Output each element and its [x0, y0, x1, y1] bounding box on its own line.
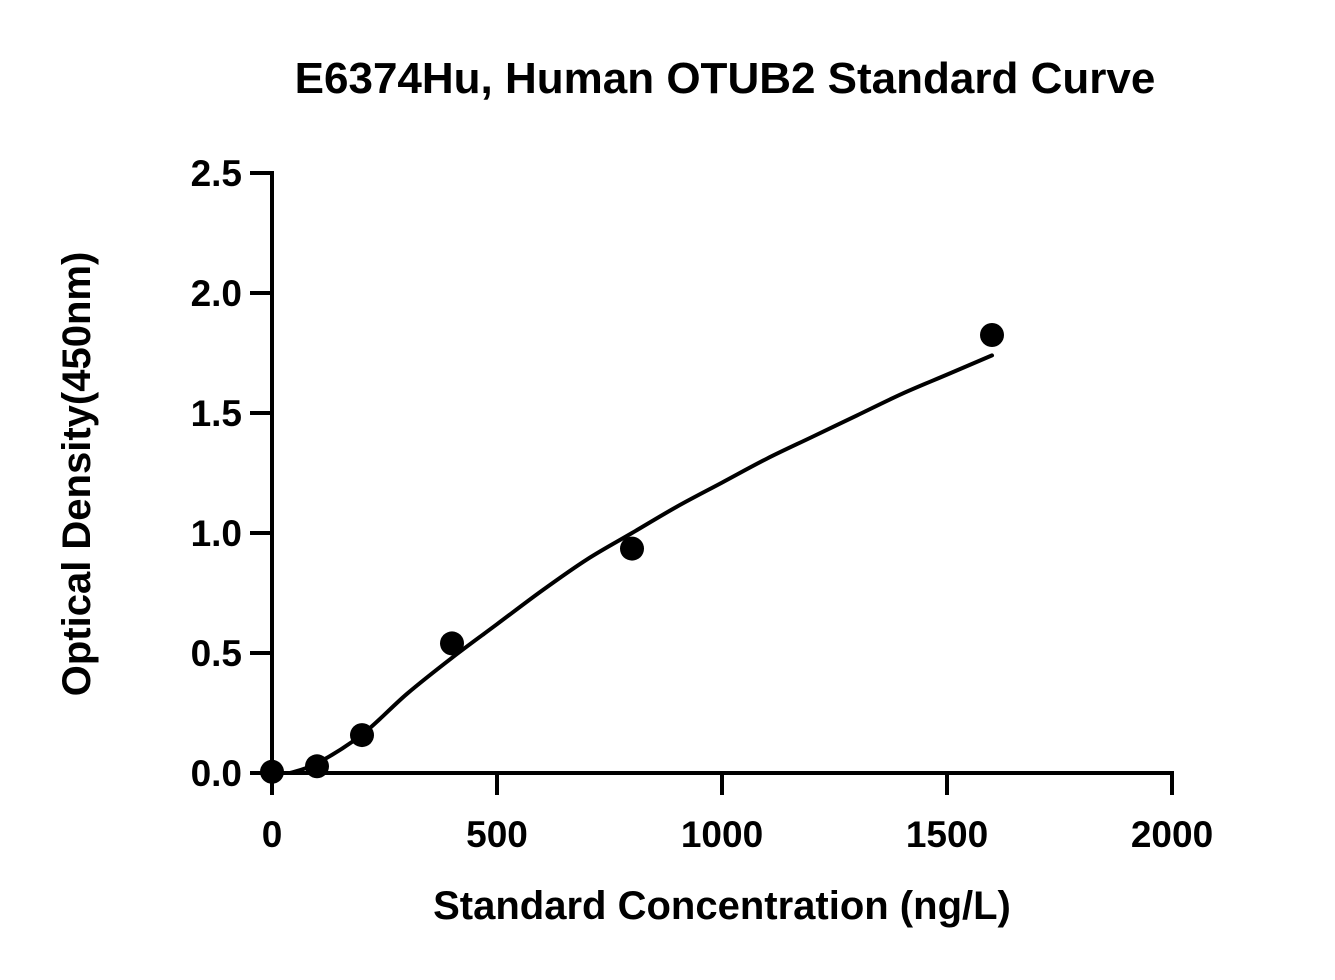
chart-title: E6374Hu, Human OTUB2 Standard Curve — [295, 54, 1156, 103]
data-point — [260, 759, 284, 784]
y-tick-label: 1.0 — [191, 513, 242, 554]
y-tick-label: 0.5 — [191, 633, 242, 674]
data-point — [350, 723, 374, 748]
y-axis-label: Optical Density(450nm) — [55, 252, 99, 697]
fit-curve-line — [288, 353, 994, 775]
data-point — [980, 323, 1004, 347]
fit-curve-group — [288, 353, 994, 775]
y-tick-label: 0.0 — [191, 753, 242, 794]
data-point — [440, 631, 464, 656]
axes: 0 500 1000 1500 2000 0.0 0.5 1.0 1.5 2.0 2.5 — [191, 153, 1214, 855]
data-point — [620, 536, 644, 561]
y-tick-label: 2.5 — [191, 153, 242, 194]
x-tick-label: 1000 — [681, 814, 763, 855]
x-axis-label: Standard Concentration (ng/L) — [433, 884, 1011, 928]
data-point — [305, 754, 329, 779]
x-tick-label: 500 — [466, 814, 528, 855]
y-tick-label: 1.5 — [191, 393, 242, 434]
y-tick-label: 2.0 — [191, 273, 242, 314]
data-points-group — [260, 323, 1004, 784]
x-tick-label: 2000 — [1131, 814, 1213, 855]
x-tick-label: 1500 — [906, 814, 988, 855]
x-tick-label: 0 — [262, 814, 283, 855]
